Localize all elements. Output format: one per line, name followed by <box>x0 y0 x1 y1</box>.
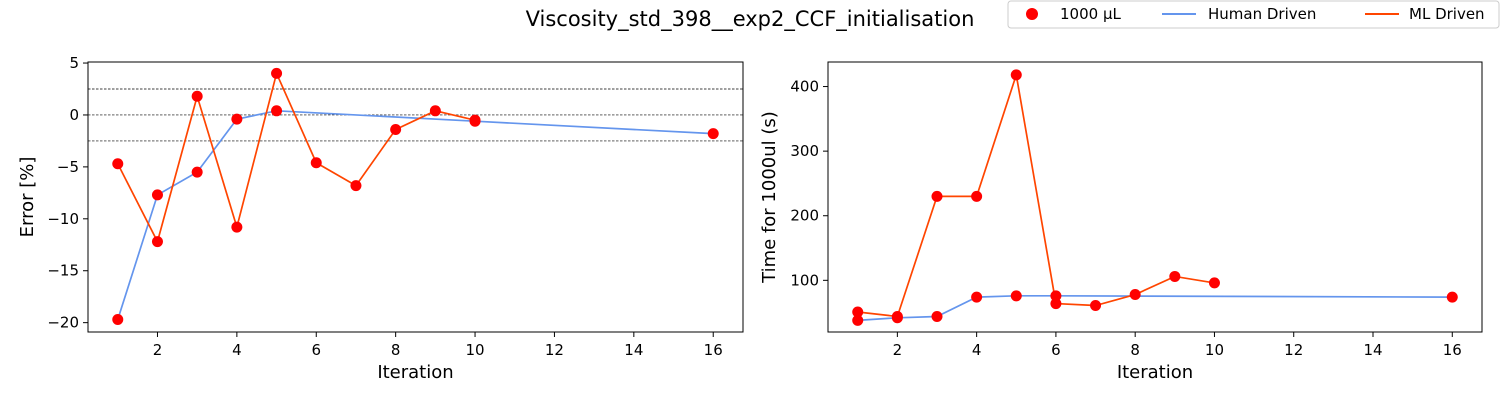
data-point <box>191 90 203 102</box>
y-axis-label: Time for 1000ul (s) <box>759 111 780 284</box>
x-tick-label: 10 <box>1205 341 1224 359</box>
y-axis-label: Error [%] <box>17 157 38 238</box>
data-point <box>1010 69 1022 81</box>
plot-frame <box>827 61 1483 333</box>
x-tick-label: 2 <box>893 341 903 359</box>
x-axis-label: Iteration <box>1117 362 1193 383</box>
x-tick-label: 12 <box>1284 341 1303 359</box>
data-point <box>971 291 983 303</box>
data-point <box>271 105 283 117</box>
x-tick-label: 6 <box>1051 341 1061 359</box>
legend: 1000 µL Human Driven ML Driven <box>1007 0 1500 29</box>
data-point <box>151 236 163 248</box>
x-tick-label: 8 <box>391 341 401 359</box>
x-tick-label: 14 <box>624 341 643 359</box>
x-tick-label: 16 <box>704 341 723 359</box>
x-tick-label: 14 <box>1363 341 1382 359</box>
data-point <box>931 310 943 322</box>
data-point <box>971 190 983 202</box>
data-point <box>1169 270 1181 282</box>
x-tick-label: 12 <box>545 341 564 359</box>
data-point <box>310 157 322 169</box>
data-point <box>151 189 163 201</box>
y-tick-label: 400 <box>790 78 819 96</box>
data-point <box>1129 289 1141 301</box>
x-axis-label: Iteration <box>377 362 453 383</box>
human-driven-line <box>857 294 1453 322</box>
y-tick-label: 5 <box>69 54 79 72</box>
x-tick-label: 2 <box>153 341 163 359</box>
y-tick-label: 100 <box>790 271 819 289</box>
data-point <box>852 314 864 326</box>
data-point <box>112 158 124 170</box>
data-point <box>429 105 441 117</box>
data-point <box>1010 290 1022 302</box>
data-point <box>271 67 283 79</box>
data-point <box>1090 300 1102 312</box>
error-panel: 2 4 6 8 10 12 14 16 −20 −15 −10 −5 0 5 Iteration Error … <box>17 54 744 383</box>
y-tick-label: 0 <box>69 106 79 124</box>
data-point <box>191 166 203 178</box>
data-point <box>1050 290 1062 302</box>
data-point <box>707 128 719 140</box>
time-panel: 2 4 6 8 10 12 14 16 100 200 300 400 Iteration Time fo… <box>759 61 1483 383</box>
ml-driven-line <box>117 70 476 244</box>
y-tick-label: 200 <box>790 207 819 225</box>
y-tick-label: −15 <box>47 262 79 280</box>
y-tick-label: −10 <box>47 210 79 228</box>
data-point <box>1208 277 1220 289</box>
legend-label-markers: 1000 µL <box>1060 5 1121 23</box>
x-tick-label: 16 <box>1443 341 1462 359</box>
legend-label-ml: ML Driven <box>1409 5 1485 23</box>
y-tick-label: −20 <box>47 314 79 332</box>
plot-frame <box>87 61 744 333</box>
legend-label-human: Human Driven <box>1208 5 1316 23</box>
x-tick-label: 4 <box>972 341 982 359</box>
chart-title: Viscosity_std_398__exp2_CCF_initialisati… <box>526 7 975 32</box>
human-driven-line <box>116 109 714 320</box>
legend-marker-swatch <box>1026 8 1038 20</box>
legend-frame <box>1007 0 1500 29</box>
data-point <box>231 221 243 233</box>
data-point <box>350 180 362 192</box>
x-tick-label: 4 <box>232 341 242 359</box>
data-point <box>390 124 402 135</box>
y-tick-label: 300 <box>790 142 819 160</box>
data-point <box>112 314 124 326</box>
data-point <box>231 113 243 125</box>
data-point <box>1050 298 1062 310</box>
x-tick-label: 6 <box>311 341 321 359</box>
ml-driven-line <box>857 74 1215 318</box>
data-point <box>891 310 903 322</box>
data-point <box>931 190 943 202</box>
data-point <box>852 306 864 318</box>
x-tick-label: 10 <box>465 341 484 359</box>
y-tick-label: −5 <box>57 158 79 176</box>
data-point <box>469 114 481 126</box>
data-point <box>1446 291 1458 303</box>
x-tick-label: 8 <box>1130 341 1140 359</box>
